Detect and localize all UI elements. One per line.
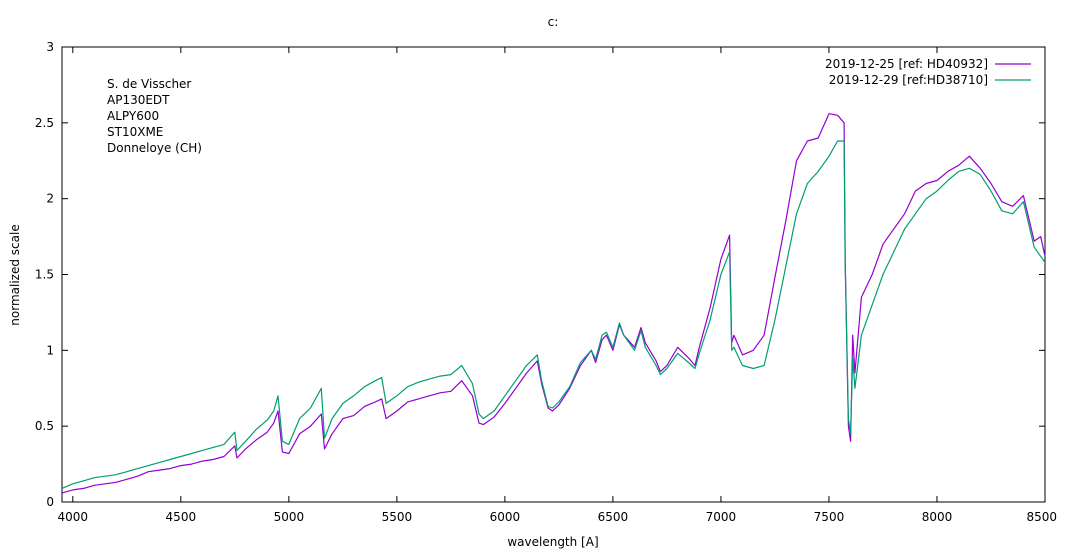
x-tick-label: 7500 xyxy=(814,510,845,524)
series-line-1 xyxy=(61,113,1046,494)
annotation-line: Donneloye (CH) xyxy=(107,141,202,155)
annotation-line: S. de Visscher xyxy=(107,77,191,91)
annotation-line: ALPY600 xyxy=(107,109,159,123)
annotation-block: S. de Visscher AP130EDT ALPY600 ST10XME Donn… xyxy=(107,77,202,155)
legend: 2019-12-25 [ref: HD40932] 2019-12-29 [ref… xyxy=(825,57,1031,87)
y-axis: 0 0.5 1 1.5 2 2.5 3 xyxy=(35,40,1045,509)
x-tick-label: 8000 xyxy=(922,510,953,524)
x-axis: 4000 4500 5000 5500 6000 6500 7000 7500 8000 8500 xyxy=(58,47,1057,524)
x-tick-label: 6000 xyxy=(490,510,521,524)
y-tick-label: 1.5 xyxy=(35,268,54,282)
legend-label: 2019-12-29 [ref:HD38710] xyxy=(829,73,988,87)
x-tick-label: 8500 xyxy=(1026,510,1057,524)
y-tick-label: 0.5 xyxy=(35,419,54,433)
series-layer xyxy=(61,113,1046,494)
y-tick-label: 2.5 xyxy=(35,116,54,130)
x-tick-label: 4000 xyxy=(58,510,89,524)
y-tick-label: 1 xyxy=(46,343,54,357)
series-line-2 xyxy=(61,140,1046,489)
plot-frame xyxy=(61,46,1046,503)
y-axis-label: normalized scale xyxy=(8,224,22,325)
x-axis-label: wavelength [A] xyxy=(507,535,598,549)
x-tick-label: 7000 xyxy=(706,510,737,524)
y-tick-label: 0 xyxy=(46,495,54,509)
y-tick-label: 3 xyxy=(46,40,54,54)
legend-label: 2019-12-25 [ref: HD40932] xyxy=(825,57,988,71)
y-tick-label: 2 xyxy=(46,192,54,206)
x-tick-label: 5000 xyxy=(274,510,305,524)
x-tick-label: 6500 xyxy=(598,510,629,524)
x-tick-label: 5500 xyxy=(382,510,413,524)
annotation-line: ST10XME xyxy=(107,125,163,139)
annotation-line: AP130EDT xyxy=(107,93,170,107)
chart-title: c: xyxy=(548,15,559,29)
x-tick-label: 4500 xyxy=(166,510,197,524)
